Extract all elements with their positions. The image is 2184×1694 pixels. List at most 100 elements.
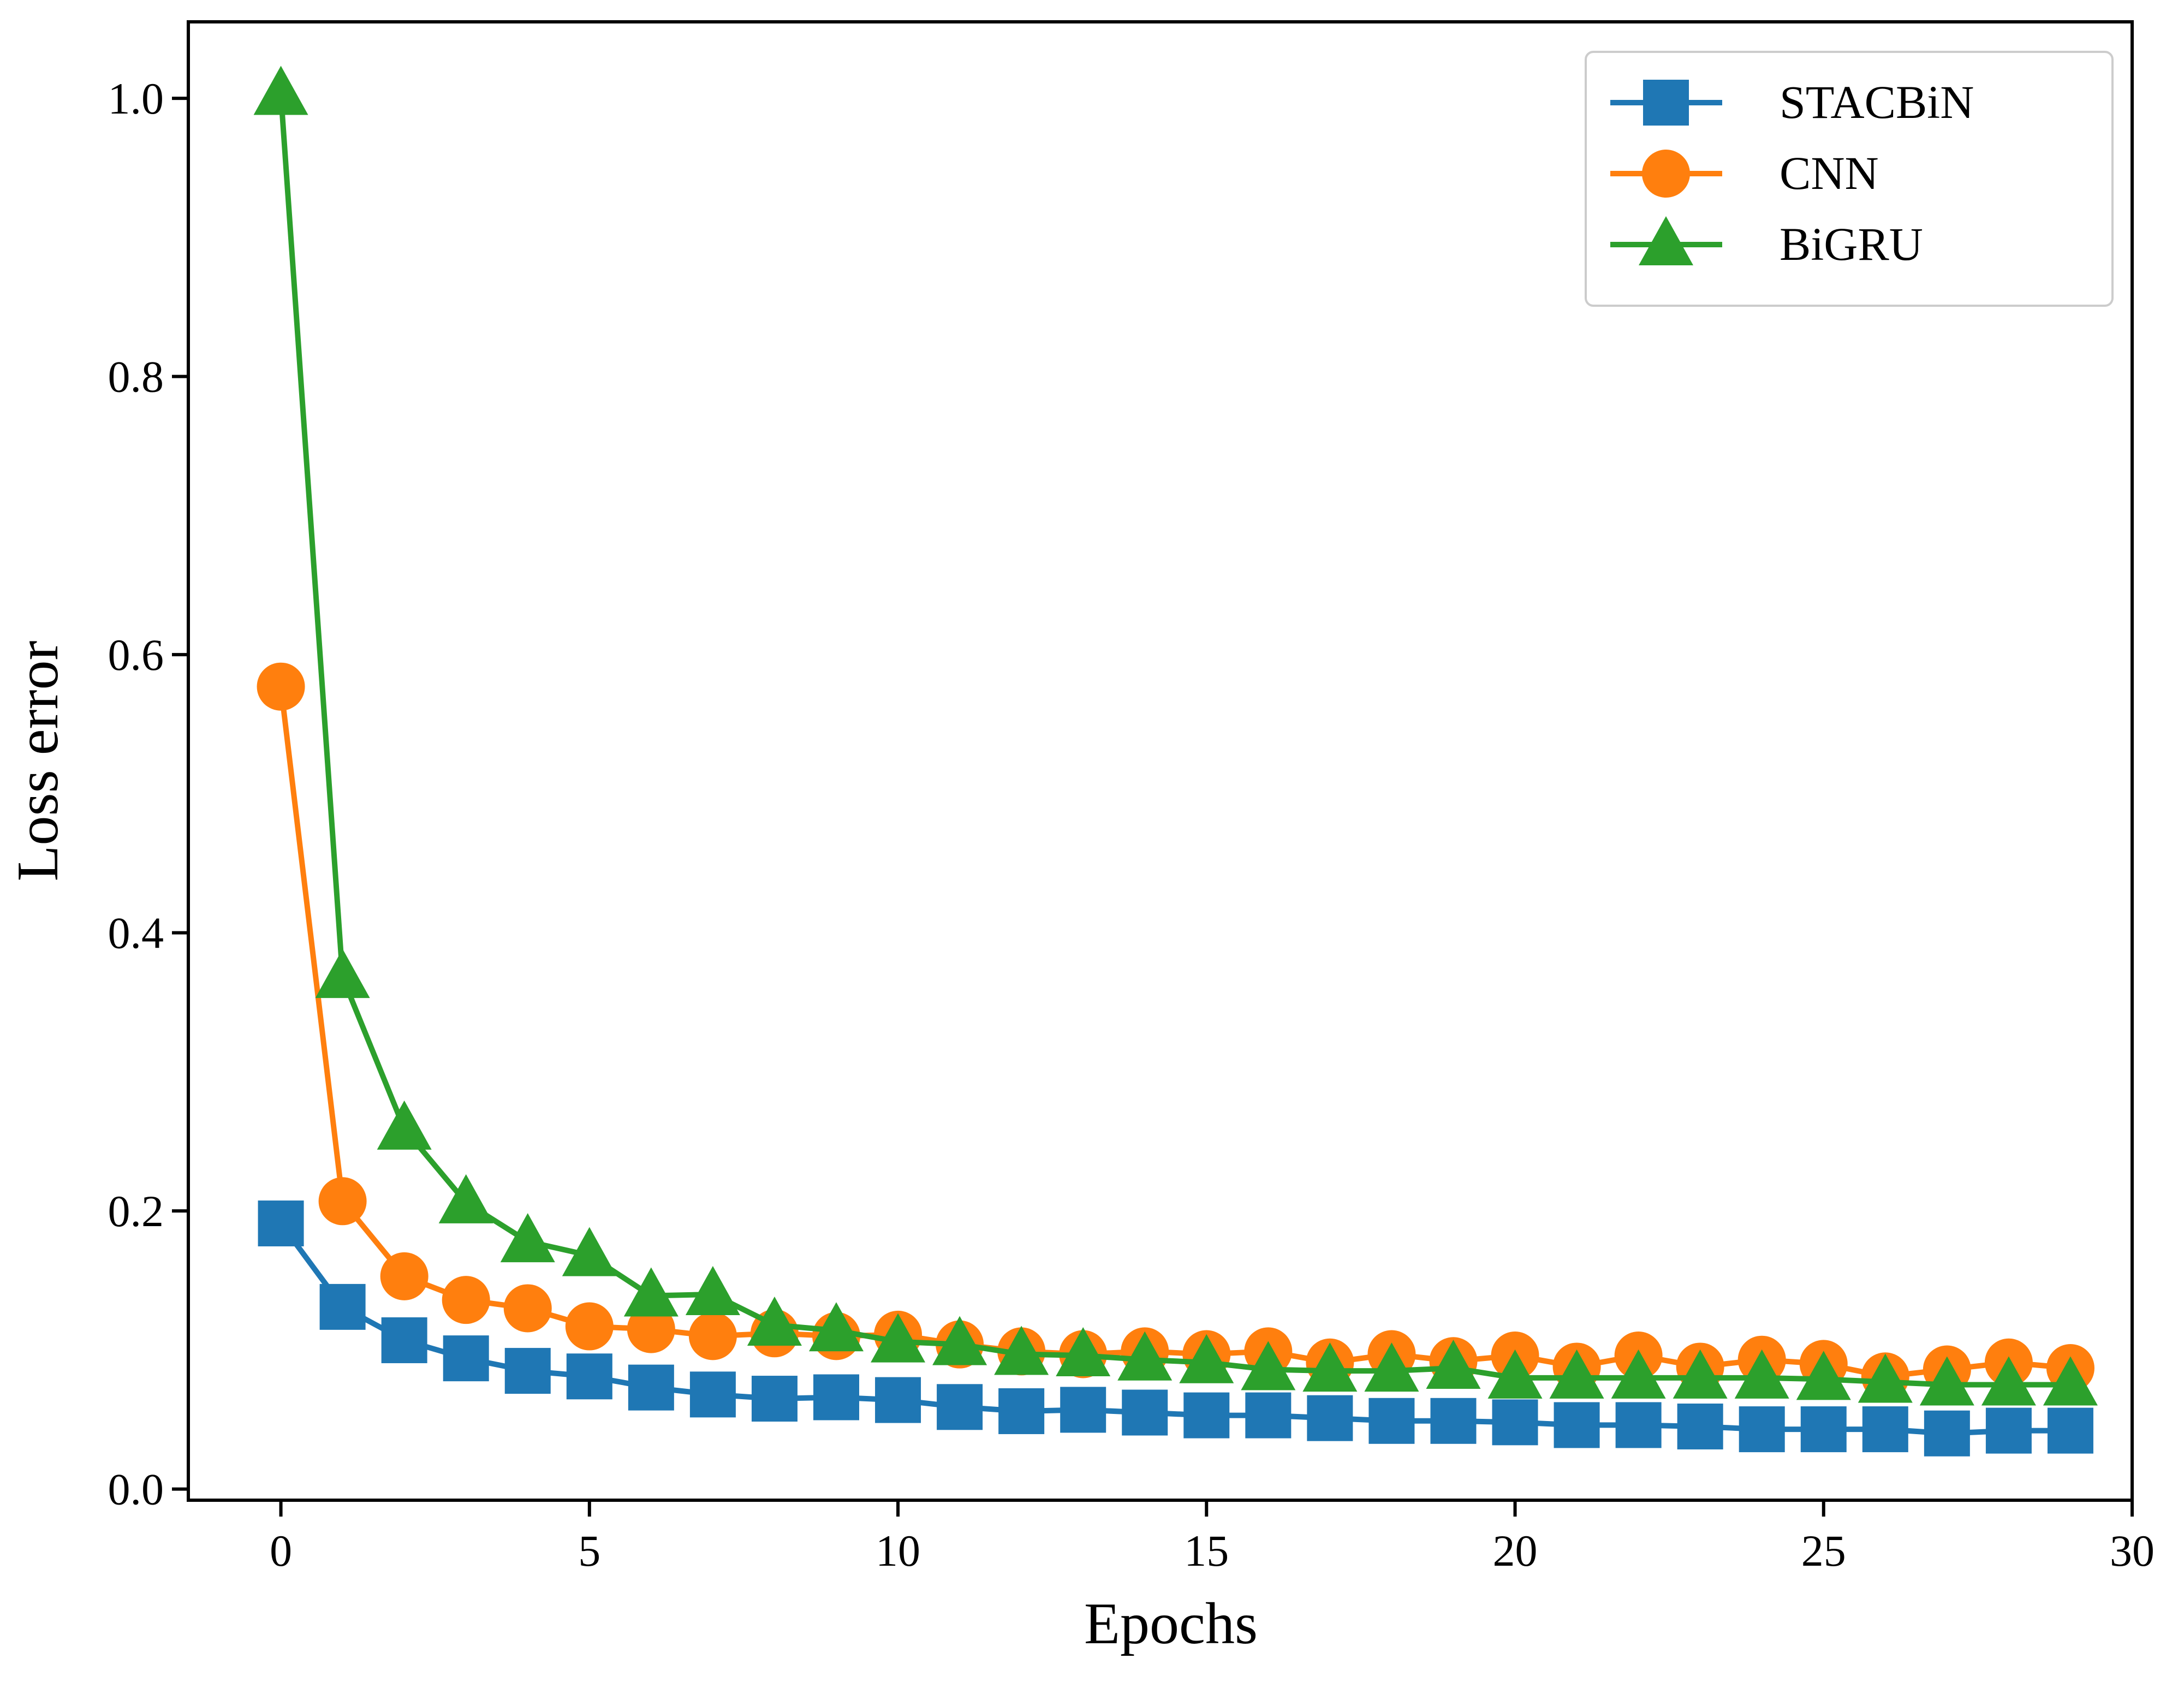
y-tick-label: 0.6	[108, 630, 164, 680]
data-point-stacbin	[998, 1388, 1045, 1434]
y-tick-label: 0.0	[108, 1465, 164, 1514]
data-point-bigru	[253, 66, 308, 115]
data-point-bigru	[1611, 1349, 1666, 1399]
data-point-bigru	[1056, 1327, 1111, 1377]
legend: STACBiN CNN BiGRU	[1585, 51, 2114, 307]
data-point-bigru	[2043, 1356, 2098, 1406]
data-point-stacbin	[875, 1377, 921, 1423]
series-stacbin	[258, 1200, 2093, 1457]
data-point-stacbin	[689, 1371, 736, 1418]
data-point-bigru	[1796, 1351, 1851, 1400]
data-point-cnn	[565, 1302, 614, 1351]
data-point-bigru	[809, 1302, 864, 1352]
data-point-bigru	[1364, 1342, 1419, 1392]
data-point-stacbin	[1122, 1389, 1168, 1436]
x-tick-label: 25	[1801, 1526, 1846, 1576]
data-point-bigru	[1858, 1353, 1913, 1403]
data-point-stacbin	[1924, 1410, 1970, 1457]
data-point-stacbin	[1183, 1392, 1230, 1439]
data-point-stacbin	[319, 1283, 366, 1330]
data-point-stacbin	[1060, 1387, 1106, 1433]
y-tick-label: 0.2	[108, 1186, 164, 1236]
y-tick-label: 0.8	[108, 352, 164, 402]
data-point-cnn	[627, 1305, 675, 1353]
data-point-cnn	[380, 1252, 429, 1300]
legend-label-cnn: CNN	[1780, 147, 1879, 199]
data-point-cnn	[503, 1284, 552, 1333]
series-line-cnn	[278, 686, 2071, 1380]
data-point-bigru	[1487, 1349, 1543, 1399]
data-point-stacbin	[628, 1364, 674, 1411]
legend-label-bigru: BiGRU	[1780, 218, 1923, 270]
data-point-stacbin	[813, 1374, 859, 1420]
data-point-bigru	[500, 1213, 555, 1263]
data-point-bigru	[1241, 1341, 1296, 1390]
legend-marker-stacbin	[1643, 80, 1689, 126]
data-point-stacbin	[566, 1353, 612, 1400]
data-point-bigru	[377, 1100, 432, 1150]
x-tick-label: 5	[578, 1526, 600, 1576]
data-point-stacbin	[1554, 1402, 1600, 1448]
data-point-bigru	[1302, 1342, 1358, 1392]
data-point-stacbin	[937, 1384, 983, 1430]
data-point-stacbin	[1862, 1406, 1908, 1453]
data-point-stacbin	[504, 1348, 551, 1394]
data-point-bigru	[1549, 1349, 1604, 1399]
data-point-bigru	[623, 1267, 679, 1317]
data-point-stacbin	[1245, 1392, 1292, 1439]
data-point-stacbin	[1430, 1398, 1477, 1444]
legend-marker-cnn	[1642, 150, 1690, 198]
y-tick-label: 1.0	[108, 74, 164, 123]
data-point-cnn	[688, 1312, 737, 1360]
x-tick-label: 20	[1493, 1526, 1538, 1576]
data-point-cnn	[442, 1276, 490, 1324]
data-point-bigru	[1426, 1339, 1481, 1389]
y-tick-label: 0.4	[108, 908, 164, 958]
data-point-bigru	[994, 1326, 1049, 1375]
data-point-bigru	[1179, 1334, 1234, 1383]
x-tick-label: 0	[270, 1526, 292, 1576]
data-point-stacbin	[1368, 1398, 1415, 1444]
data-point-bigru	[562, 1227, 617, 1276]
data-point-bigru	[747, 1297, 802, 1346]
series-cnn	[257, 662, 2094, 1401]
legend-marker-bigru	[1639, 216, 1693, 265]
data-point-stacbin	[443, 1335, 489, 1382]
data-point-stacbin	[1615, 1402, 1662, 1448]
data-point-stacbin	[751, 1376, 798, 1422]
data-point-bigru	[871, 1313, 926, 1363]
x-tick-label: 10	[876, 1526, 920, 1576]
data-point-cnn	[257, 662, 305, 711]
data-point-bigru	[932, 1316, 987, 1365]
x-tick-label: 30	[2110, 1526, 2155, 1576]
data-point-stacbin	[1677, 1403, 1723, 1449]
data-point-stacbin	[1492, 1399, 1538, 1446]
data-point-bigru	[1981, 1356, 2036, 1406]
series-layer	[253, 66, 2098, 1457]
data-point-bigru	[1919, 1356, 1974, 1406]
x-axis-title: Epochs	[1084, 1591, 1258, 1656]
data-point-stacbin	[2047, 1407, 2093, 1454]
legend-items: STACBiN CNN BiGRU	[1610, 76, 1974, 270]
y-axis-title: Loss error	[5, 641, 70, 882]
legend-label-stacbin: STACBiN	[1780, 76, 1974, 128]
data-point-cnn	[318, 1177, 367, 1226]
data-point-stacbin	[1739, 1406, 1785, 1453]
data-point-bigru	[685, 1265, 740, 1315]
data-point-stacbin	[258, 1200, 304, 1247]
data-point-bigru	[1673, 1349, 1728, 1399]
data-point-bigru	[315, 949, 370, 998]
x-axis: 0 5 10 15 20 25 30	[270, 1500, 2155, 1576]
data-point-stacbin	[1307, 1395, 1353, 1441]
series-bigru	[253, 66, 2098, 1406]
data-point-stacbin	[381, 1317, 427, 1364]
data-point-bigru	[438, 1174, 493, 1223]
data-point-stacbin	[1985, 1407, 2032, 1454]
x-tick-label: 15	[1184, 1526, 1229, 1576]
data-point-bigru	[1734, 1349, 1789, 1399]
data-point-bigru	[1117, 1331, 1173, 1381]
y-axis: 0.0 0.2 0.4 0.6 0.8 1.0	[108, 74, 188, 1514]
data-point-stacbin	[1800, 1406, 1847, 1453]
plot-frame	[187, 20, 2134, 1502]
